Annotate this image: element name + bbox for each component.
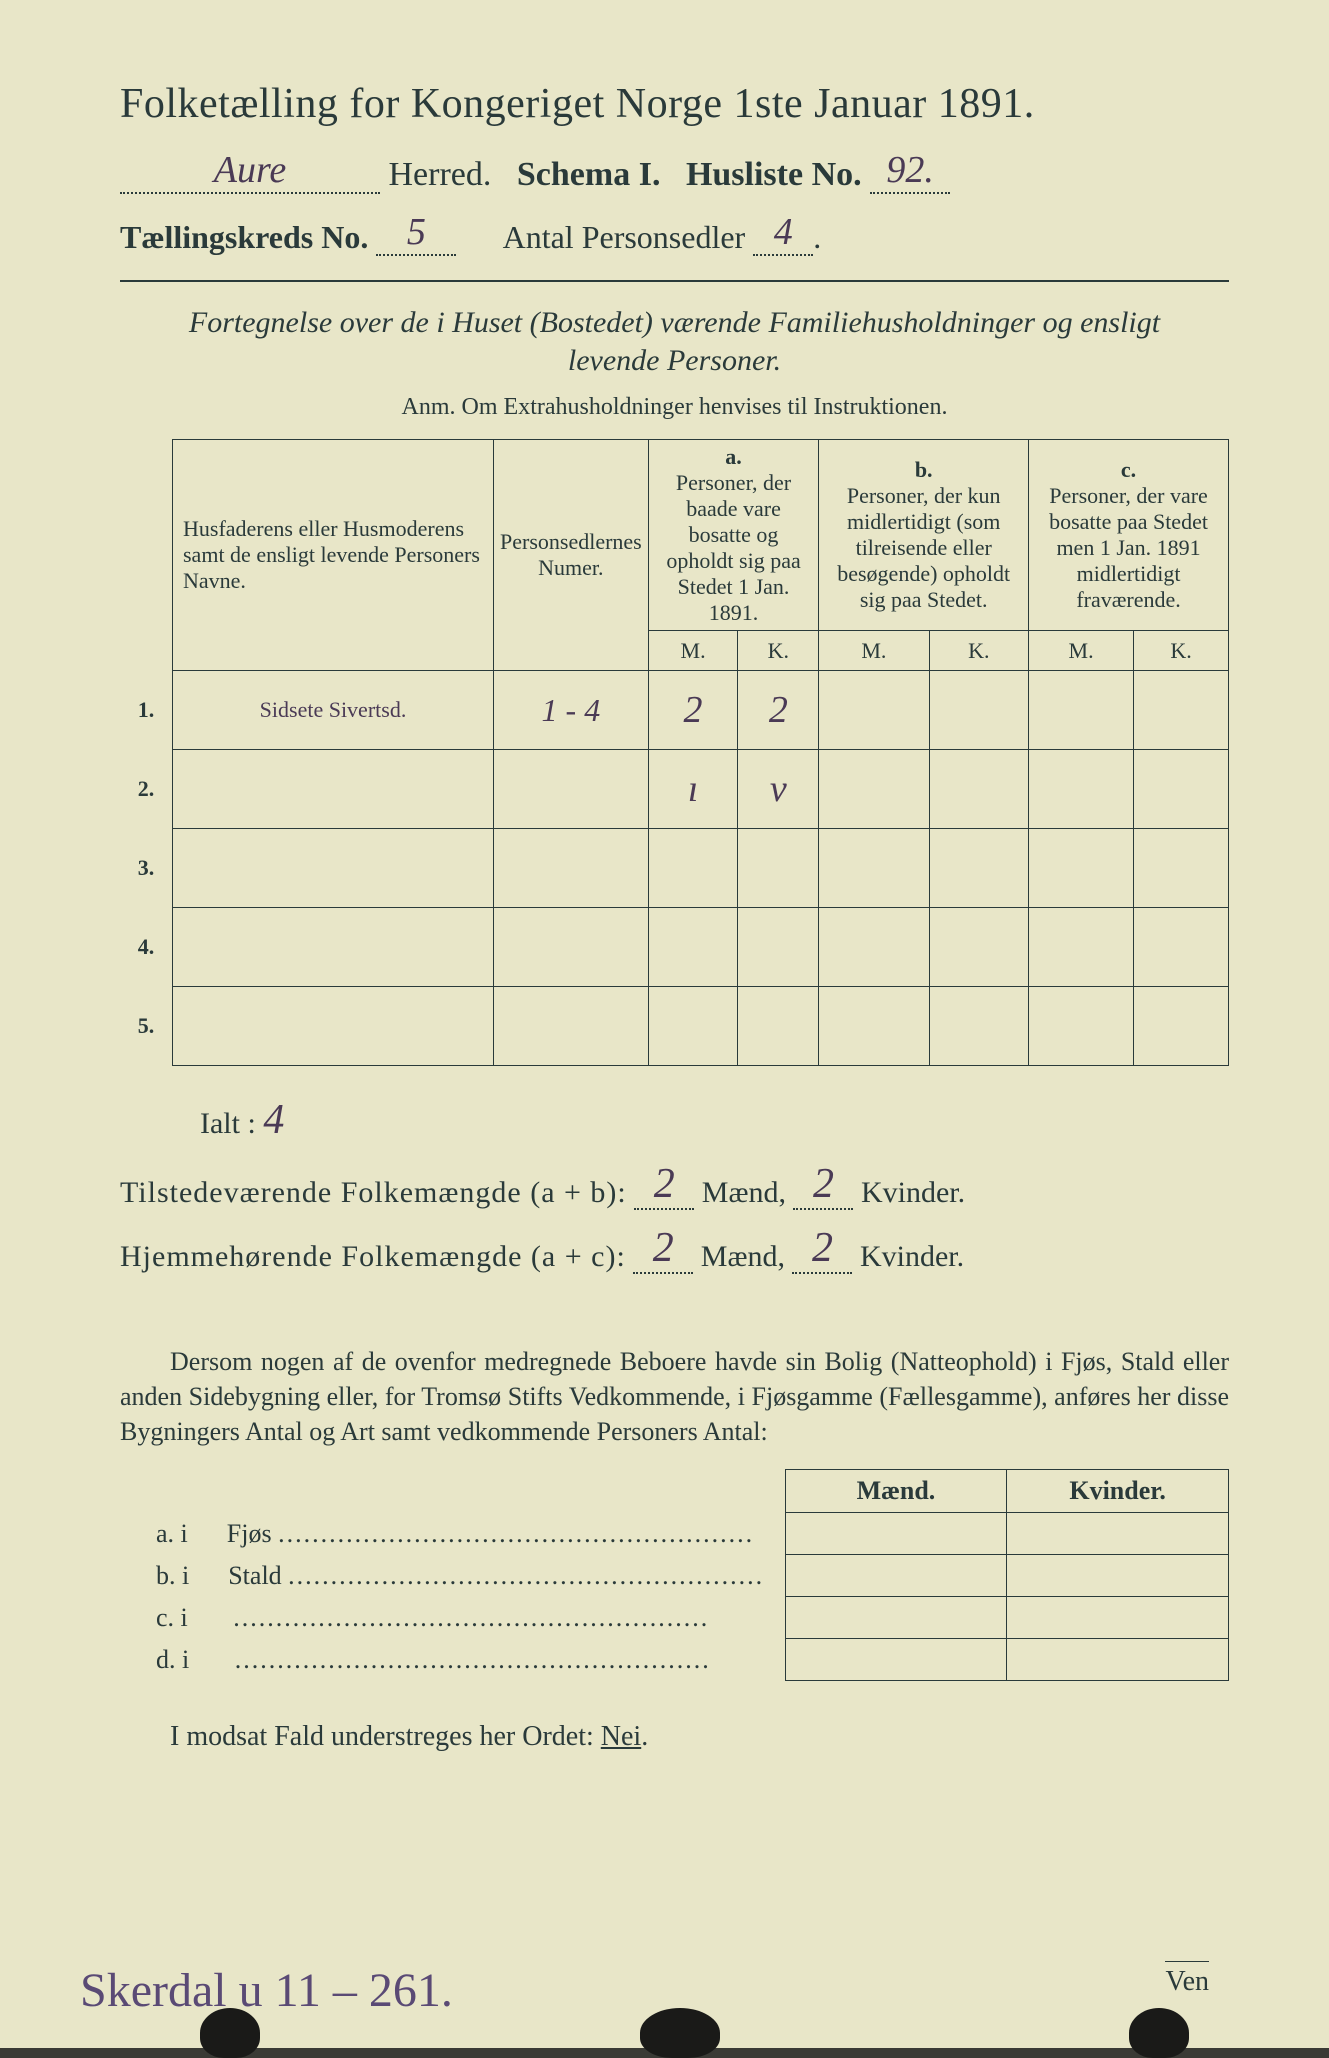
ven-label: Ven: [1165, 1961, 1209, 1998]
totals-block: Ialt : 4 Tilstedeværende Folkemængde (a …: [120, 1096, 1229, 1274]
husliste-value: 92.: [870, 148, 950, 194]
kreds-label: Tællingskreds No.: [120, 219, 368, 255]
col-name-header: Husfaderens eller Husmoderens samt de en…: [173, 440, 494, 671]
ink-blot-3: [1129, 2008, 1189, 2058]
table-row: 2.ıv: [120, 750, 1229, 829]
census-form-page: Folketælling for Kongeriget Norge 1ste J…: [0, 0, 1329, 2048]
col-a-label: a.: [725, 444, 742, 469]
main-title: Folketælling for Kongeriget Norge 1ste J…: [120, 80, 1229, 128]
col-c-m: M.: [1029, 631, 1134, 671]
schema-label: Schema I.: [517, 156, 661, 193]
sub-table-row: b. i Stald: [120, 1555, 1229, 1597]
col-c-text: Personer, der vare bosatte paa Stedet me…: [1049, 483, 1208, 612]
subtitle-line-1: Fortegnelse over de i Huset (Bostedet) v…: [120, 306, 1229, 340]
col-c-header: c. Personer, der vare bosatte paa Stedet…: [1029, 440, 1229, 631]
antal-value: 4: [753, 210, 813, 256]
tilstede-label: Tilstedeværende Folkemængde (a + b):: [120, 1176, 627, 1209]
ink-blot-1: [200, 2008, 260, 2058]
herred-label: Herred.: [389, 156, 492, 193]
header-line-2: Aure Herred. Schema I. Husliste No. 92.: [120, 148, 1229, 194]
col-a-header: a. Personer, der baade vare bosatte og o…: [648, 440, 819, 631]
sub-k-header: Kvinder.: [1007, 1470, 1229, 1513]
maend-label-1: Mænd,: [702, 1176, 786, 1209]
col-a-k: K.: [738, 631, 819, 671]
sub-m-header: Mænd.: [785, 1470, 1007, 1513]
col-b-header: b. Personer, der kun midlertidigt (som t…: [819, 440, 1029, 631]
annotation-note: Anm. Om Extrahusholdninger henvises til …: [120, 394, 1229, 421]
sub-table: Mænd. Kvinder. a. i Fjøs b. i Stald c. i…: [120, 1469, 1229, 1681]
ialt-label: Ialt :: [200, 1107, 256, 1140]
table-row: 4.: [120, 908, 1229, 987]
sub-table-row: c. i: [120, 1597, 1229, 1639]
col-c-label: c.: [1121, 457, 1136, 482]
hjemme-label: Hjemmehørende Folkemængde (a + c):: [120, 1240, 626, 1273]
table-row: 1.Sidsete Sivertsd.1 - 422: [120, 671, 1229, 750]
main-table: Husfaderens eller Husmoderens samt de en…: [120, 439, 1229, 1066]
kreds-value: 5: [376, 210, 456, 256]
tilstede-k: 2: [793, 1160, 853, 1210]
col-c-k: K.: [1134, 631, 1229, 671]
hjemme-m: 2: [633, 1224, 693, 1274]
kvinder-label-1: Kvinder.: [861, 1176, 965, 1209]
herred-value: Aure: [120, 148, 380, 194]
ialt-value: 4: [263, 1097, 284, 1143]
sub-table-row: d. i: [120, 1639, 1229, 1681]
col-b-text: Personer, der kun midlertidigt (som tilr…: [837, 483, 1010, 612]
subtitle-line-2: levende Personer.: [120, 344, 1229, 378]
col-b-k: K.: [929, 631, 1029, 671]
col-a-m: M.: [648, 631, 738, 671]
col-numer-header: Personsedlernes Numer.: [494, 440, 649, 671]
divider-1: [120, 280, 1229, 282]
ink-blot-2: [640, 2008, 720, 2058]
table-row: 5.: [120, 987, 1229, 1066]
table-row: 3.: [120, 829, 1229, 908]
kvinder-label-2: Kvinder.: [860, 1240, 964, 1273]
bottom-handwriting: Skerdal u 11 – 261.: [80, 1963, 453, 2018]
col-b-m: M.: [819, 631, 929, 671]
col-b-label: b.: [915, 457, 933, 482]
col-a-text: Personer, der baade vare bosatte og opho…: [666, 470, 800, 625]
footer-line: I modsat Fald understreges her Ordet: Ne…: [120, 1721, 1229, 1753]
tilstede-m: 2: [634, 1160, 694, 1210]
hjemme-k: 2: [792, 1224, 852, 1274]
header-line-3: Tællingskreds No. 5 Antal Personsedler 4…: [120, 210, 1229, 256]
antal-label: Antal Personsedler: [503, 219, 746, 255]
sub-table-row: a. i Fjøs: [120, 1513, 1229, 1555]
paragraph-note: Dersom nogen af de ovenfor medregnede Be…: [120, 1344, 1229, 1449]
maend-label-2: Mænd,: [701, 1240, 785, 1273]
husliste-label: Husliste No.: [686, 156, 862, 193]
